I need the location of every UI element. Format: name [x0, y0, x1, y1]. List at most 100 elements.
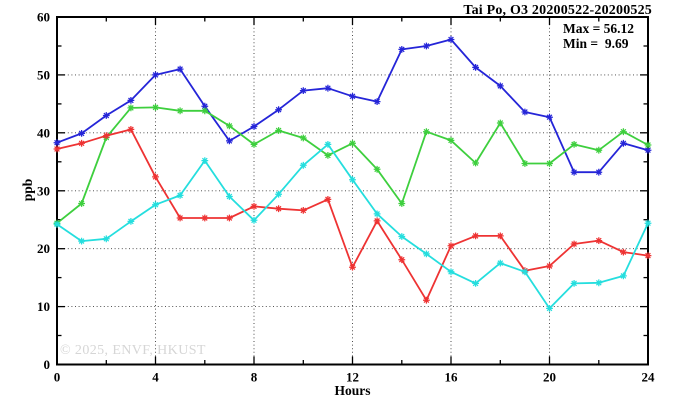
data-point-marker — [152, 173, 159, 181]
data-point-marker — [472, 64, 479, 71]
data-point-marker — [299, 134, 307, 142]
data-point-marker — [176, 65, 184, 73]
x-tick-label: 8 — [251, 370, 258, 385]
data-point-marker — [398, 200, 406, 207]
data-point-marker — [250, 141, 258, 148]
y-tick-label: 50 — [37, 67, 50, 82]
y-tick-label: 0 — [44, 357, 51, 372]
watermark: © 2025, ENVF, HKUST — [60, 343, 206, 358]
data-point-marker — [595, 279, 603, 287]
data-point-marker — [521, 268, 529, 276]
data-point-marker — [201, 102, 209, 110]
data-point-marker — [250, 123, 258, 130]
data-point-marker — [226, 137, 233, 145]
data-point-marker — [250, 203, 258, 210]
data-point-marker — [53, 220, 61, 228]
data-point-marker — [570, 280, 578, 287]
y-tick-label: 10 — [37, 299, 50, 314]
data-point-marker — [127, 104, 135, 112]
data-point-marker — [102, 112, 110, 119]
data-point-marker — [275, 127, 282, 134]
y-tick-label: 60 — [37, 10, 50, 25]
data-point-marker — [546, 305, 553, 312]
data-point-marker — [349, 176, 356, 184]
data-point-marker — [620, 272, 627, 280]
data-point-marker — [349, 92, 356, 100]
data-point-marker — [472, 159, 479, 167]
x-tick-label: 20 — [543, 370, 556, 385]
data-point-marker — [570, 168, 578, 176]
data-point-marker — [644, 252, 652, 259]
data-point-marker — [299, 207, 307, 214]
data-point-marker — [127, 97, 135, 104]
y-tick-label: 20 — [37, 241, 50, 256]
x-tick-label: 24 — [642, 370, 656, 385]
data-point-marker — [324, 141, 332, 148]
data-point-marker — [644, 141, 652, 149]
data-point-marker — [102, 132, 110, 140]
data-point-marker — [349, 139, 356, 147]
data-point-marker — [595, 168, 603, 176]
x-axis-label: Hours — [334, 383, 371, 398]
data-point-marker — [53, 139, 61, 147]
data-point-marker — [620, 248, 627, 256]
data-point-marker — [250, 216, 258, 224]
data-point-marker — [176, 214, 184, 222]
data-point-marker — [496, 259, 504, 267]
data-point-marker — [472, 280, 479, 287]
data-point-marker — [447, 36, 455, 43]
y-axis-label: ppb — [20, 178, 35, 202]
data-point-marker — [546, 160, 553, 167]
data-point-marker — [176, 107, 184, 115]
data-point-marker — [398, 46, 406, 53]
data-point-marker — [496, 232, 504, 240]
y-tick-label: 30 — [37, 183, 50, 198]
data-point-marker — [644, 146, 652, 154]
data-point-marker — [226, 193, 233, 200]
series-green — [53, 104, 652, 227]
data-point-marker — [201, 214, 209, 222]
data-point-marker — [152, 104, 159, 111]
data-point-marker — [373, 217, 381, 225]
data-point-marker — [620, 139, 627, 147]
data-point-marker — [152, 71, 159, 79]
plot-frame — [56, 16, 649, 366]
data-point-marker — [595, 237, 603, 244]
data-point-marker — [447, 268, 455, 276]
data-point-marker — [299, 87, 307, 94]
data-point-marker — [226, 214, 233, 222]
data-point-marker — [78, 237, 85, 245]
data-point-marker — [472, 232, 479, 240]
data-point-marker — [127, 218, 135, 225]
data-point-marker — [226, 122, 233, 130]
data-point-marker — [644, 219, 652, 227]
data-point-marker — [324, 84, 332, 92]
data-point-marker — [373, 98, 381, 105]
x-tick-label: 0 — [54, 370, 61, 385]
x-tick-label: 12 — [346, 370, 359, 385]
data-point-marker — [398, 233, 406, 240]
data-point-marker — [570, 141, 578, 148]
min-value-label: Min = 9.69 — [563, 36, 629, 51]
data-point-marker — [546, 262, 553, 270]
series-red — [53, 126, 652, 304]
data-point-marker — [53, 145, 61, 153]
data-point-marker — [127, 126, 135, 133]
data-point-marker — [595, 146, 603, 154]
data-point-marker — [275, 205, 282, 213]
data-point-marker — [275, 190, 282, 198]
data-point-marker — [423, 128, 430, 136]
data-point-marker — [373, 165, 381, 173]
data-point-marker — [373, 210, 381, 218]
data-point-marker — [349, 263, 356, 271]
y-tick-label: 40 — [37, 125, 50, 140]
data-point-marker — [423, 42, 430, 50]
max-min-annotation: Max = 56.12 Min = 9.69 — [563, 21, 634, 51]
data-point-marker — [324, 152, 332, 159]
data-point-marker — [275, 106, 282, 114]
x-tick-label: 16 — [445, 370, 459, 385]
data-point-marker — [78, 139, 85, 147]
data-point-marker — [447, 242, 455, 250]
